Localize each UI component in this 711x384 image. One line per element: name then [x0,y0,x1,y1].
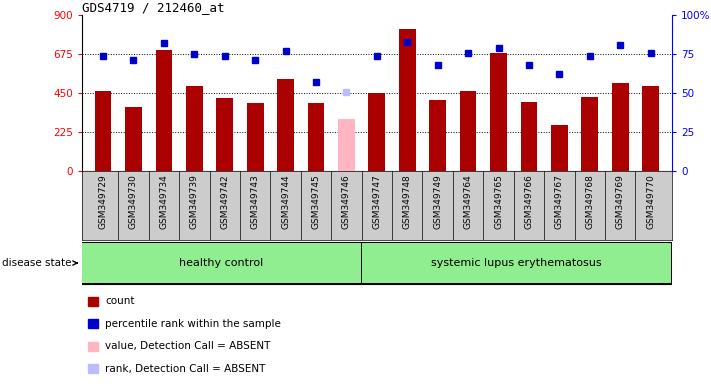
Bar [642,86,659,171]
Text: GSM349767: GSM349767 [555,174,564,229]
Bar [308,104,324,171]
Text: value, Detection Call = ABSENT: value, Detection Call = ABSENT [105,341,271,351]
Bar [582,97,598,171]
Bar [247,104,264,171]
Bar [520,102,538,171]
Text: GSM349766: GSM349766 [525,174,533,229]
Text: count: count [105,296,135,306]
Text: GSM349749: GSM349749 [433,174,442,229]
Text: GSM349746: GSM349746 [342,174,351,229]
Text: GSM349739: GSM349739 [190,174,199,229]
Bar [612,83,629,171]
Bar [490,53,507,171]
Text: rank, Detection Call = ABSENT: rank, Detection Call = ABSENT [105,364,266,374]
Text: GSM349729: GSM349729 [99,174,107,229]
Bar [368,93,385,171]
Bar [551,125,567,171]
Bar [87,364,98,373]
Text: disease state: disease state [1,258,77,268]
Text: percentile rank within the sample: percentile rank within the sample [105,319,282,329]
Text: GSM349744: GSM349744 [281,174,290,229]
Text: GSM349747: GSM349747 [373,174,381,229]
Text: GSM349734: GSM349734 [159,174,169,229]
Bar [156,50,172,171]
Text: GDS4719 / 212460_at: GDS4719 / 212460_at [82,1,224,14]
Bar [429,100,446,171]
Bar [338,119,355,171]
Bar [125,107,141,171]
Bar [186,86,203,171]
Text: GSM349770: GSM349770 [646,174,655,229]
Bar [82,243,360,283]
Bar [87,297,98,306]
Text: GSM349730: GSM349730 [129,174,138,229]
Text: GSM349743: GSM349743 [251,174,260,229]
Bar [362,243,671,283]
Bar [87,342,98,351]
Text: GSM349764: GSM349764 [464,174,473,229]
Bar [95,91,112,171]
Text: GSM349765: GSM349765 [494,174,503,229]
Bar [216,98,233,171]
Bar [399,29,416,171]
Bar [87,319,98,328]
Text: healthy control: healthy control [179,258,264,268]
Text: GSM349742: GSM349742 [220,174,229,229]
Text: GSM349769: GSM349769 [616,174,625,229]
Bar [460,91,476,171]
Bar [277,79,294,171]
Text: systemic lupus erythematosus: systemic lupus erythematosus [432,258,602,268]
Text: GSM349748: GSM349748 [402,174,412,229]
Text: GSM349745: GSM349745 [311,174,321,229]
Text: GSM349768: GSM349768 [585,174,594,229]
